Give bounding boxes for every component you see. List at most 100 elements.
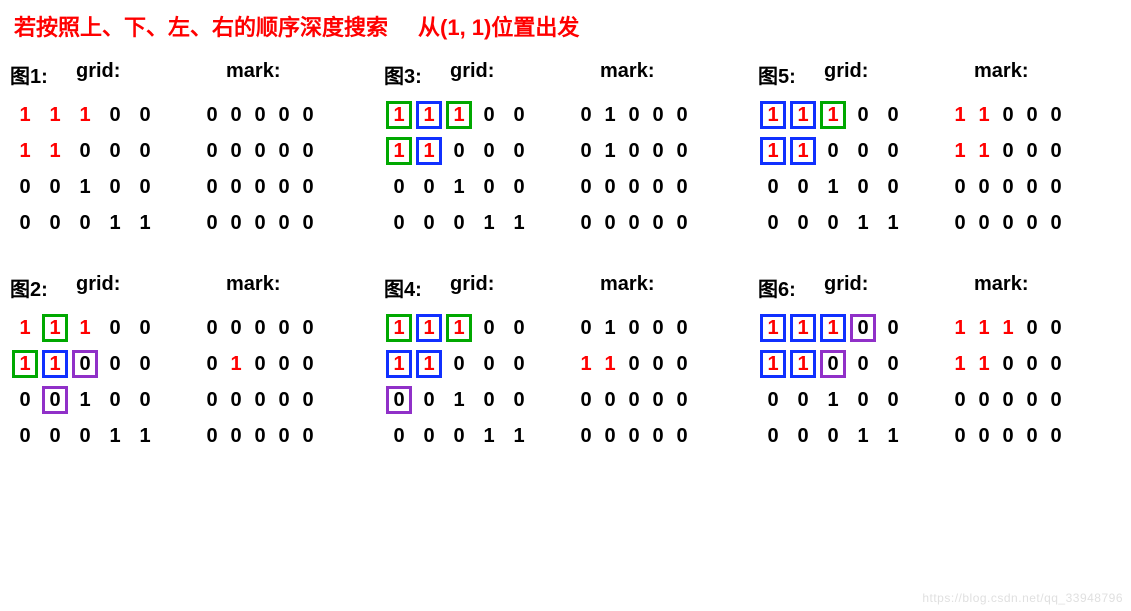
cell: 0 bbox=[200, 207, 224, 239]
cell: 0 bbox=[598, 207, 622, 239]
cell: 0 bbox=[444, 348, 474, 380]
cell-box-green: 1 bbox=[12, 350, 38, 378]
cell: 0 bbox=[130, 99, 160, 131]
cell-box-blue: 1 bbox=[790, 350, 816, 378]
panel-header: 图6:grid:mark: bbox=[758, 273, 1118, 302]
grid-row: 11000 bbox=[384, 133, 574, 169]
cell: 0 bbox=[10, 207, 40, 239]
cell: 0 bbox=[504, 348, 534, 380]
cell: 0 bbox=[574, 135, 598, 167]
grid-row: 00011 bbox=[758, 418, 948, 454]
grid-label: grid: bbox=[446, 273, 600, 302]
grid-row: 00100 bbox=[384, 382, 574, 418]
cell: 1 bbox=[848, 207, 878, 239]
cell: 1 bbox=[444, 384, 474, 416]
cell: 0 bbox=[878, 312, 908, 344]
cell: 1 bbox=[10, 312, 40, 344]
cell: 0 bbox=[646, 420, 670, 452]
cell: 1 bbox=[948, 348, 972, 380]
cell: 0 bbox=[670, 99, 694, 131]
mark-label: mark: bbox=[974, 60, 1028, 89]
cell: 0 bbox=[1044, 348, 1068, 380]
cell: 1 bbox=[474, 420, 504, 452]
cell: 0 bbox=[646, 312, 670, 344]
cell: 0 bbox=[788, 384, 818, 416]
cell: 0 bbox=[818, 348, 848, 380]
grid-label: grid: bbox=[72, 60, 226, 89]
cell: 0 bbox=[670, 348, 694, 380]
cell: 0 bbox=[296, 384, 320, 416]
cell: 0 bbox=[130, 384, 160, 416]
cell: 0 bbox=[598, 171, 622, 203]
cell: 1 bbox=[972, 99, 996, 131]
cell: 0 bbox=[1044, 384, 1068, 416]
cell: 1 bbox=[40, 348, 70, 380]
mark-row: 11000 bbox=[948, 97, 1098, 133]
cell: 0 bbox=[948, 420, 972, 452]
mark-label: mark: bbox=[600, 60, 654, 89]
cell: 0 bbox=[272, 348, 296, 380]
cell: 0 bbox=[598, 384, 622, 416]
cell: 0 bbox=[474, 348, 504, 380]
cell: 0 bbox=[758, 171, 788, 203]
cell: 0 bbox=[200, 348, 224, 380]
cell: 0 bbox=[758, 420, 788, 452]
grid-row: 00100 bbox=[384, 169, 574, 205]
cell: 1 bbox=[758, 348, 788, 380]
cell: 0 bbox=[130, 348, 160, 380]
cell: 0 bbox=[996, 171, 1020, 203]
cell: 0 bbox=[1020, 207, 1044, 239]
mark-row: 01000 bbox=[574, 97, 724, 133]
cell-box-blue: 1 bbox=[760, 101, 786, 129]
grid-block: 11100110000010000011 bbox=[10, 310, 200, 454]
cell: 1 bbox=[384, 348, 414, 380]
cell-box-blue: 1 bbox=[416, 350, 442, 378]
mark-row: 11000 bbox=[948, 133, 1098, 169]
cell: 1 bbox=[788, 312, 818, 344]
cell: 1 bbox=[948, 135, 972, 167]
mark-label: mark: bbox=[226, 60, 280, 89]
cell: 1 bbox=[414, 312, 444, 344]
cell: 0 bbox=[384, 420, 414, 452]
cell: 0 bbox=[70, 135, 100, 167]
panel-columns: 1110011000001000001101000110000000000000 bbox=[384, 310, 744, 454]
cell: 0 bbox=[200, 99, 224, 131]
cell: 0 bbox=[200, 420, 224, 452]
cell: 0 bbox=[224, 420, 248, 452]
mark-row: 00000 bbox=[574, 382, 724, 418]
cell: 0 bbox=[272, 135, 296, 167]
grid-row: 11100 bbox=[758, 97, 948, 133]
grid-block: 11100110000010000011 bbox=[384, 97, 574, 241]
cell: 0 bbox=[1044, 312, 1068, 344]
cell: 1 bbox=[70, 99, 100, 131]
cell: 0 bbox=[848, 135, 878, 167]
cell: 0 bbox=[848, 348, 878, 380]
cell: 0 bbox=[818, 207, 848, 239]
cell: 0 bbox=[758, 384, 788, 416]
grid-block: 11100110000010000011 bbox=[384, 310, 574, 454]
cell: 0 bbox=[972, 420, 996, 452]
cell: 0 bbox=[948, 171, 972, 203]
cell: 0 bbox=[670, 312, 694, 344]
cell: 0 bbox=[818, 420, 848, 452]
cell: 0 bbox=[224, 207, 248, 239]
grid-row: 11000 bbox=[758, 346, 948, 382]
cell: 0 bbox=[574, 99, 598, 131]
cell: 1 bbox=[758, 312, 788, 344]
cell: 0 bbox=[1020, 348, 1044, 380]
cell: 0 bbox=[296, 420, 320, 452]
cell: 0 bbox=[996, 420, 1020, 452]
cell: 0 bbox=[574, 207, 598, 239]
cell: 1 bbox=[788, 348, 818, 380]
cell: 0 bbox=[444, 420, 474, 452]
cell: 1 bbox=[948, 312, 972, 344]
mark-row: 00000 bbox=[948, 205, 1098, 241]
grid-row: 00100 bbox=[758, 382, 948, 418]
panel: 图2:grid:mark:111001100000100000110000001… bbox=[10, 273, 370, 454]
grid-row: 11100 bbox=[10, 97, 200, 133]
cell: 0 bbox=[224, 312, 248, 344]
mark-row: 00000 bbox=[200, 169, 350, 205]
mark-block: 11000110000000000000 bbox=[948, 97, 1098, 241]
title-right: 从(1, 1)位置出发 bbox=[418, 10, 579, 42]
cell: 0 bbox=[444, 207, 474, 239]
